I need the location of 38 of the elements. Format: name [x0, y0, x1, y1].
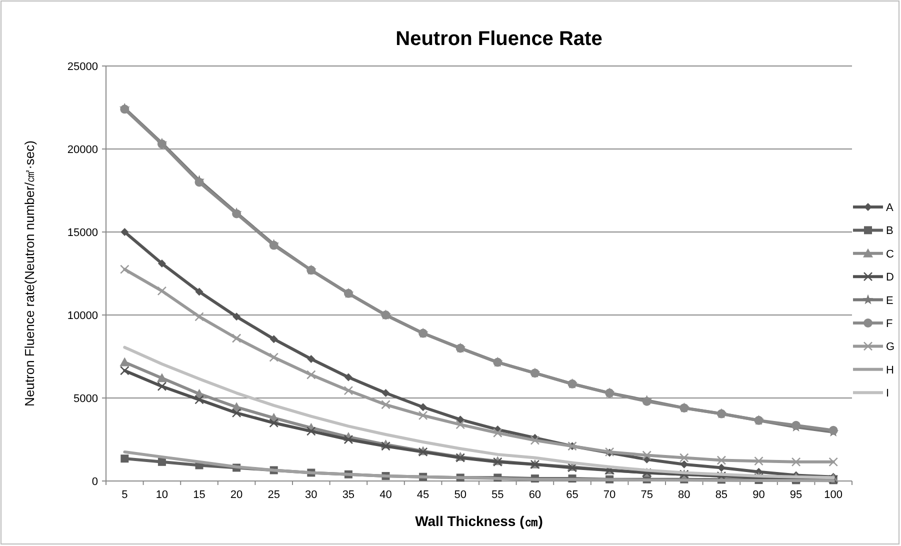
y-tick-label: 20000	[67, 144, 98, 156]
y-tick-label: 25000	[67, 61, 98, 73]
y-tick-label: 5000	[74, 393, 98, 405]
x-tick-label: 5	[122, 489, 128, 501]
x-tick-label: 45	[416, 489, 430, 501]
x-tick-label: 15	[193, 489, 206, 501]
x-tick-label: 95	[790, 489, 802, 501]
y-axis-title: Neutron Fluence rate(Neutron number/㎠·sec)	[22, 140, 37, 406]
y-tick-label: 15000	[67, 227, 98, 239]
legend-label: A	[886, 202, 894, 214]
legend-label: E	[886, 294, 894, 307]
legend-label: G	[886, 341, 895, 354]
x-tick-label: 25	[268, 489, 280, 501]
x-tick-label: 100	[824, 489, 843, 501]
x-tick-label: 20	[230, 489, 243, 501]
chart-title: Neutron Fluence Rate	[396, 28, 602, 50]
x-tick-label: 10	[156, 489, 168, 501]
x-tick-label: 60	[528, 489, 542, 501]
x-tick-label: 70	[603, 489, 616, 501]
x-tick-label: 75	[640, 489, 653, 501]
x-tick-label: 55	[492, 489, 504, 501]
legend-label: B	[886, 225, 894, 238]
legend-label: C	[886, 248, 894, 260]
legend-label: D	[886, 272, 894, 284]
x-tick-label: 90	[752, 489, 765, 501]
x-tick-label: 35	[342, 489, 355, 501]
legend-label: I	[886, 388, 890, 400]
x-tick-label: 50	[454, 489, 466, 501]
legend-label: F	[886, 318, 893, 330]
y-tick-label: 0	[92, 476, 98, 488]
x-axis-title: Wall Thickness (㎝)	[415, 513, 543, 529]
x-tick-label: 85	[715, 489, 728, 501]
x-tick-label: 30	[305, 489, 318, 501]
x-tick-label: 80	[678, 489, 690, 501]
y-tick-label: 10000	[67, 310, 98, 322]
legend-label: H	[886, 364, 894, 376]
x-tick-label: 40	[380, 489, 392, 501]
x-tick-label: 65	[566, 489, 578, 501]
